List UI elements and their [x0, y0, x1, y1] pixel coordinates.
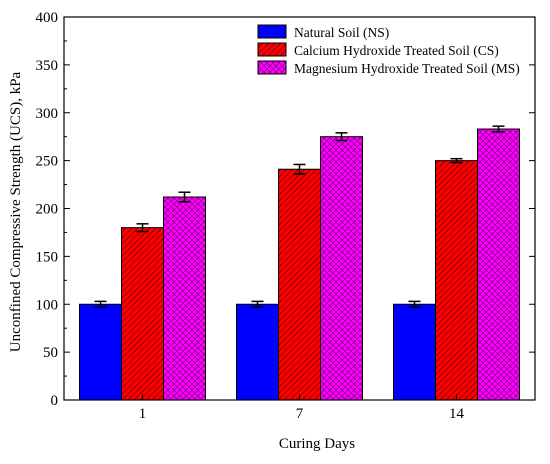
legend-item-ns: Natural Soil (NS) — [257, 24, 389, 40]
legend-label: Natural Soil (NS) — [294, 25, 389, 40]
error-bar-ms-day-14 — [492, 125, 505, 133]
x-tick-label: 1 — [139, 406, 147, 422]
y-tick-label: 100 — [36, 297, 59, 313]
legend-swatch — [257, 60, 287, 75]
error-bar-cs-day-7 — [293, 163, 306, 175]
y-tick-label: 0 — [51, 393, 59, 409]
y-axis-label: Unconfined Compressive Strength (UCS), k… — [8, 71, 24, 352]
error-bar-cs-day-14 — [450, 157, 463, 164]
error-bar-cs-day-1 — [136, 223, 149, 233]
y-tick-label: 250 — [36, 154, 59, 170]
bar-ns-day-14 — [393, 303, 436, 401]
y-tick-label: 150 — [36, 249, 59, 265]
y-tick-label: 50 — [43, 345, 58, 361]
error-bar-ms-day-1 — [178, 191, 191, 203]
bar-ms-day-14 — [477, 128, 520, 401]
bar-ns-day-7 — [236, 303, 279, 401]
error-bar-ns-day-14 — [408, 300, 421, 308]
bar-cs-day-14 — [435, 160, 478, 401]
error-bar-ns-day-7 — [251, 300, 264, 308]
legend-item-ms: Magnesium Hydroxide Treated Soil (MS) — [257, 60, 520, 76]
x-axis-label: Curing Days — [279, 436, 355, 452]
x-tick-label: 7 — [296, 406, 304, 422]
legend-swatch — [257, 42, 287, 57]
bars-group — [79, 128, 520, 401]
y-tick-label: 200 — [36, 202, 59, 218]
legend-item-cs: Calcium Hydroxide Treated Soil (CS) — [257, 42, 499, 58]
bar-cs-day-7 — [278, 168, 321, 401]
y-tick-label: 350 — [36, 58, 59, 74]
legend-label: Magnesium Hydroxide Treated Soil (MS) — [294, 61, 520, 76]
bar-ms-day-1 — [163, 196, 206, 401]
legend: Natural Soil (NS) Calcium Hydroxide Treat… — [257, 24, 520, 76]
y-tick-label: 400 — [36, 10, 59, 26]
bar-cs-day-1 — [121, 227, 164, 401]
x-tick-label: 14 — [449, 406, 465, 422]
legend-label: Calcium Hydroxide Treated Soil (CS) — [294, 43, 499, 58]
error-bar-ns-day-1 — [94, 300, 107, 308]
bar-ms-day-7 — [320, 136, 363, 401]
legend-swatch — [257, 24, 287, 39]
axes-group: 0 50 100 150 200 250 300 350 400 1 7 14 — [36, 10, 536, 422]
y-tick-label: 300 — [36, 106, 59, 122]
error-bars-group — [94, 125, 505, 308]
bar-ns-day-1 — [79, 303, 122, 401]
error-bar-ms-day-7 — [335, 132, 348, 142]
